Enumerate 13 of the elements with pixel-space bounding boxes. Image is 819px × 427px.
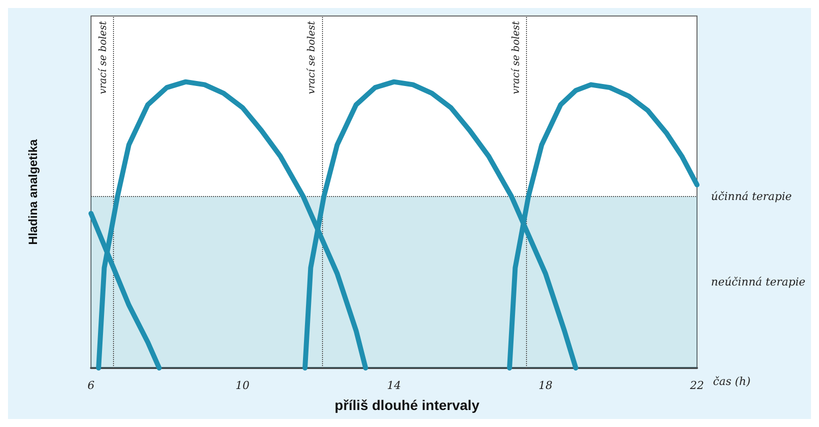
- x-axis-title: čas (h): [713, 375, 751, 388]
- ref-line-label: vrací se bolest: [306, 20, 318, 94]
- x-tick-label: 14: [387, 379, 401, 392]
- y-axis-title: Hladina analgetika: [26, 138, 40, 245]
- band-label: neúčinná terapie: [711, 276, 806, 289]
- text: příliš dlouhé intervaly: [334, 397, 480, 413]
- x-tick-label: 6: [88, 379, 94, 392]
- ref-line-label: vrací se bolest: [511, 20, 522, 94]
- x-tick-label: 10: [236, 379, 250, 392]
- ref-line-label: vrací se bolest: [98, 20, 110, 94]
- x-tick-label: 22: [689, 379, 704, 392]
- x-tick-label: 18: [538, 379, 552, 392]
- ref-line-label: účinná terapie: [711, 190, 792, 203]
